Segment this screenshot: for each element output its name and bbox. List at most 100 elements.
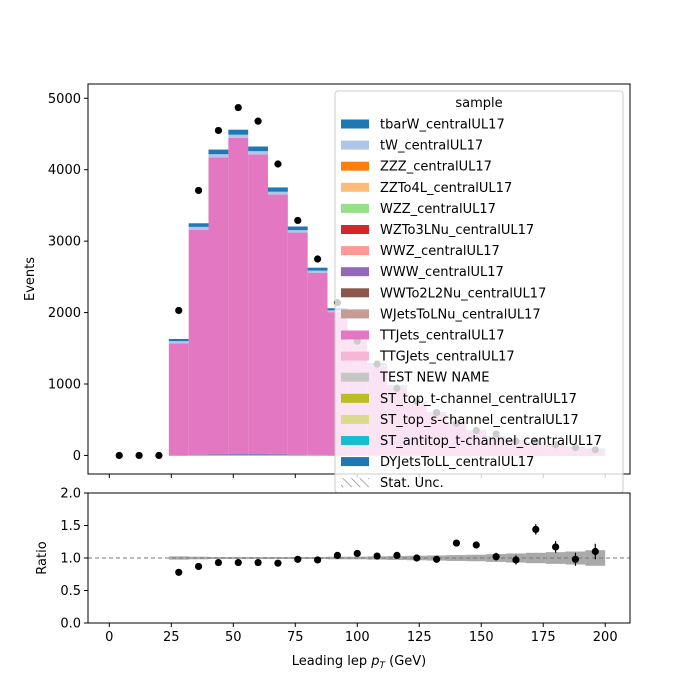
- ratio-unc-band-14: [446, 555, 467, 561]
- stat-unc-band-2: [208, 149, 229, 151]
- stack-bar-tW_centralUL17-5: [268, 191, 288, 195]
- stack-bar-DYJetsToLL_centralUL17-7: [307, 454, 328, 456]
- data-point-9: [294, 216, 302, 225]
- ratio-point-13: [433, 555, 441, 563]
- data-point-10: [313, 255, 322, 263]
- legend-swatch-2: [341, 161, 369, 171]
- legend-label-1: tW_centralUL17: [380, 139, 483, 154]
- legend-label-10: TTJets_centralUL17: [379, 329, 505, 344]
- data-point-5: [214, 126, 223, 135]
- ratio-unc-band-0: [168, 556, 189, 560]
- stat-unc-band-0: [168, 339, 189, 340]
- legend-swatch-0: [341, 119, 369, 129]
- stack-bar-tW_centralUL17-6: [287, 230, 308, 233]
- legend-label-4: WZZ_centralUL17: [380, 202, 496, 217]
- x-axis-label-unit: (GeV): [385, 654, 426, 669]
- legend: sample tbarW_centralUL17 tW_centralUL17 ZZZ…: [334, 90, 624, 494]
- stack-bar-TTJets_centralUL17-4: [248, 154, 269, 455]
- ratio-point-2: [214, 558, 223, 567]
- legend-swatch-4: [341, 203, 369, 213]
- stack-bar-tW_centralUL17-7: [307, 270, 328, 273]
- stat-unc-band-7: [307, 267, 328, 269]
- legend-label-13: ST_top_t-channel_centralUL17: [380, 392, 577, 407]
- legend-swatch-12: [341, 372, 369, 382]
- data-point-2: [155, 451, 163, 460]
- main-y-tick-label-3000: 3000: [48, 235, 81, 250]
- x-tick-label-25: 25: [163, 630, 180, 645]
- ratio-unc-band-18: [525, 552, 546, 564]
- ratio-point-18: [532, 525, 540, 534]
- stack-bar-TTJets_centralUL17-6: [287, 232, 308, 455]
- stack-bar-DYJetsToLL_centralUL17-4: [248, 454, 269, 456]
- x-axis-label-sub: T: [379, 661, 386, 671]
- ratio-point-1: [194, 562, 203, 571]
- stack-bar-DYJetsToLL_centralUL17-1: [188, 454, 209, 456]
- ratio-point-19: [552, 543, 560, 551]
- stack-bar-tW_centralUL17-4: [248, 151, 269, 155]
- legend-label-11: TTGJets_centralUL17: [379, 350, 515, 365]
- main-y-tick-label-0: 0: [73, 449, 81, 464]
- stack-bar-tW_centralUL17-3: [228, 134, 249, 138]
- legend-label-3: ZZTo4L_centralUL17: [380, 181, 512, 196]
- x-tick-label-150: 150: [469, 630, 494, 645]
- ratio-y-tick-label-2.0: 2.0: [60, 487, 81, 502]
- ratio-y-tick-label-1.0: 1.0: [60, 552, 81, 567]
- legend-label-6: WWZ_centralUL17: [380, 244, 500, 259]
- legend-label-5: WZTo3LNu_centralUL17: [380, 223, 534, 238]
- stack-bar-tbarW_centralUL17-7: [307, 267, 328, 271]
- ratio-point-4: [254, 558, 262, 567]
- main-y-tick-label-4000: 4000: [48, 163, 81, 178]
- ratio-point-7: [313, 556, 322, 564]
- legend-swatch-5: [341, 225, 369, 234]
- stack-bar-DYJetsToLL_centralUL17-2: [208, 454, 229, 456]
- stat-unc-band-3: [228, 129, 249, 131]
- main-y-tick-label-5000: 5000: [48, 92, 81, 107]
- legend-label-7: WWW_centralUL17: [380, 265, 504, 280]
- ratio-point-16: [492, 553, 500, 561]
- legend-swatch-1: [341, 140, 369, 150]
- legend-label-12: TEST NEW NAME: [379, 371, 489, 386]
- legend-swatch-16: [341, 457, 369, 467]
- ratio-point-15: [472, 541, 480, 549]
- ratio-y-tick-label-0.0: 0.0: [60, 617, 81, 632]
- ratio-point-6: [294, 555, 302, 563]
- stack-bar-TTJets_centralUL17-2: [208, 157, 229, 455]
- stack-bar-TTJets_centralUL17-5: [268, 194, 288, 455]
- x-tick-label-125: 125: [407, 630, 432, 645]
- ratio-point-0: [175, 568, 183, 576]
- legend-swatch-9: [341, 309, 369, 319]
- ratio-point-10: [373, 552, 381, 560]
- ratio-point-12: [413, 554, 421, 562]
- legend-label-2: ZZZ_centralUL17: [380, 160, 492, 175]
- main-y-axis-label: Events: [23, 257, 38, 301]
- ratio-point-11: [393, 551, 401, 560]
- ratio-unc-band-19: [545, 552, 566, 564]
- stack-bar-TTJets_centralUL17-3: [228, 137, 249, 455]
- ratio-point-20: [571, 555, 580, 563]
- x-axis-label-math: p: [370, 654, 379, 669]
- stat-unc-band-5: [268, 187, 288, 188]
- legend-swatch-stat-unc: [341, 478, 369, 488]
- stack-bar-tbarW_centralUL17-5: [268, 187, 288, 192]
- ratio-point-17: [512, 556, 520, 564]
- main-y-tick-label-2000: 2000: [48, 306, 81, 321]
- data-point-3: [175, 306, 183, 315]
- ratio-unc-band-2: [208, 557, 229, 559]
- stat-unc-band-1: [188, 223, 209, 224]
- ratio-y-tick-label-0.5: 0.5: [60, 584, 81, 599]
- ratio-panel: 0.0 0.5 1.0 1.5 2.0 0 25 50 75 100 125 150 175 200 R…: [35, 487, 631, 645]
- data-point-7: [254, 117, 262, 125]
- legend-label-14: ST_top_s-channel_centralUL17: [380, 413, 579, 428]
- stack-bar-tbarW_centralUL17-0: [168, 339, 189, 342]
- legend-title: sample: [455, 96, 502, 111]
- stack-bar-tW_centralUL17-0: [168, 341, 189, 344]
- ratio-unc-band-1: [188, 556, 209, 560]
- data-point-6: [234, 103, 242, 112]
- main-y-tick-label-1000: 1000: [48, 378, 81, 393]
- legend-swatch-14: [341, 414, 369, 424]
- stack-bar-DYJetsToLL_centralUL17-6: [287, 454, 308, 456]
- ratio-point-3: [234, 558, 242, 567]
- stack-bar-DYJetsToLL_centralUL17-3: [228, 454, 249, 456]
- stat-unc-band-6: [287, 226, 308, 227]
